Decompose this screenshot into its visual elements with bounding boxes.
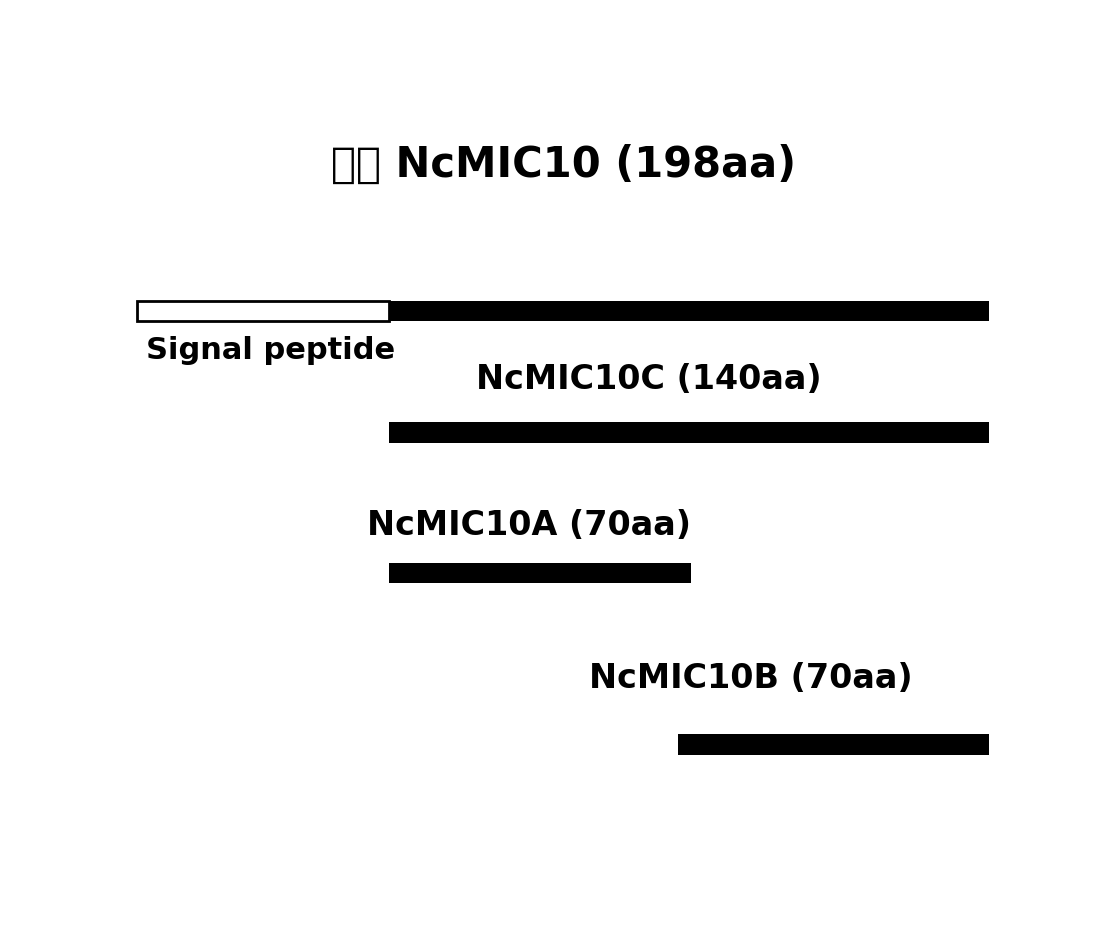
Bar [389,301,989,321]
Bar [137,301,389,321]
Text: Signal peptide: Signal peptide [146,336,395,365]
Text: NcMIC10B (70aa): NcMIC10B (70aa) [589,661,912,694]
Text: NcMIC10A (70aa): NcMIC10A (70aa) [367,509,691,541]
Bar [389,422,989,443]
Bar [678,734,989,755]
Text: 全长 NcMIC10 (198aa): 全长 NcMIC10 (198aa) [331,144,796,185]
Text: NcMIC10C (140aa): NcMIC10C (140aa) [476,363,821,395]
Bar [389,563,691,584]
